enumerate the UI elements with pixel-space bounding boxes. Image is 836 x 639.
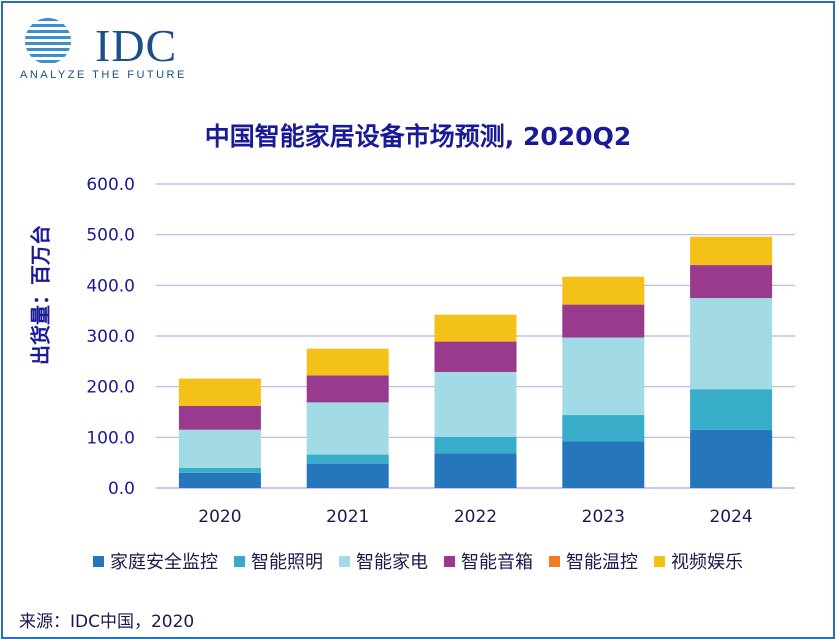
legend-swatch: [339, 555, 350, 567]
bar-segment: [562, 415, 645, 442]
bar-segment: [690, 429, 773, 488]
legend-label: 智能照明: [251, 552, 323, 573]
bar-segment: [434, 371, 517, 437]
y-tick-label: 200.0: [86, 378, 135, 398]
x-tick-label: 2021: [326, 507, 369, 527]
x-tick-label: 2024: [709, 507, 752, 527]
legend-label: 智能家电: [356, 552, 428, 573]
legend-swatch: [93, 555, 104, 567]
legend-swatch: [549, 555, 560, 567]
bar-segment: [434, 453, 517, 488]
bar-segment: [306, 463, 389, 488]
legend-item: 家庭安全监控: [93, 548, 218, 574]
x-tick-label: 2023: [582, 507, 625, 527]
bar-segment: [178, 472, 261, 488]
legend-swatch: [654, 555, 665, 567]
legend-label: 家庭安全监控: [110, 552, 218, 573]
x-tick-label: 2022: [454, 507, 497, 527]
bar-segment: [434, 436, 517, 454]
bar-segment: [178, 467, 261, 473]
bar-segment: [690, 389, 773, 430]
legend-swatch: [444, 555, 455, 567]
chart-svg: 0.0 100.0 200.0 300.0 400.0 500.0 600.0 2020 20…: [86, 175, 795, 527]
legend-item: 智能温控: [549, 548, 638, 574]
y-tick-label: 600.0: [86, 175, 135, 195]
bar-segment: [690, 298, 773, 390]
chart-title: 中国智能家居设备市场预测, 2020Q2: [204, 122, 632, 151]
y-tick-label: 500.0: [86, 226, 135, 246]
bar-segment: [562, 304, 645, 338]
bar-segment: [690, 236, 773, 266]
legend-item: 视频娱乐: [654, 548, 743, 574]
y-tick-label: 100.0: [86, 428, 135, 448]
bar-segment: [562, 441, 645, 488]
legend-swatch: [234, 555, 245, 567]
legend: 家庭安全监控 智能照明 智能家电 智能音箱 智能温控 视频娱乐: [3, 548, 833, 574]
bar-segment: [306, 375, 389, 403]
bar-segment: [306, 402, 389, 455]
bar-segment: [434, 341, 517, 372]
source-note: 来源：IDC中国，2020: [19, 612, 195, 632]
globe-icon: [25, 18, 71, 63]
bar-segment: [562, 337, 645, 416]
legend-item: 智能音箱: [444, 548, 533, 574]
bar-segment: [562, 276, 645, 305]
bar-segment: [434, 314, 517, 342]
legend-item: 智能家电: [339, 548, 428, 574]
x-tick-label: 2020: [198, 507, 241, 527]
bar-segment: [690, 265, 773, 298]
idc-logo: IDC ANALYZE THE FUTURE: [20, 17, 200, 87]
brand-name: IDC: [95, 20, 178, 71]
legend-label: 智能温控: [566, 552, 638, 573]
y-tick-label: 400.0: [86, 276, 135, 296]
bar-segment: [178, 429, 261, 468]
legend-label: 智能音箱: [461, 552, 533, 573]
y-tick-label: 0.0: [108, 479, 135, 499]
bar-segment: [306, 454, 389, 464]
legend-item: 智能照明: [234, 548, 323, 574]
y-tick-label: 300.0: [86, 327, 135, 347]
bar-segment: [178, 405, 261, 430]
bar-segment: [306, 348, 389, 376]
bar-segment: [178, 378, 261, 406]
legend-label: 视频娱乐: [671, 552, 743, 573]
brand-tagline: ANALYZE THE FUTURE: [20, 69, 187, 81]
